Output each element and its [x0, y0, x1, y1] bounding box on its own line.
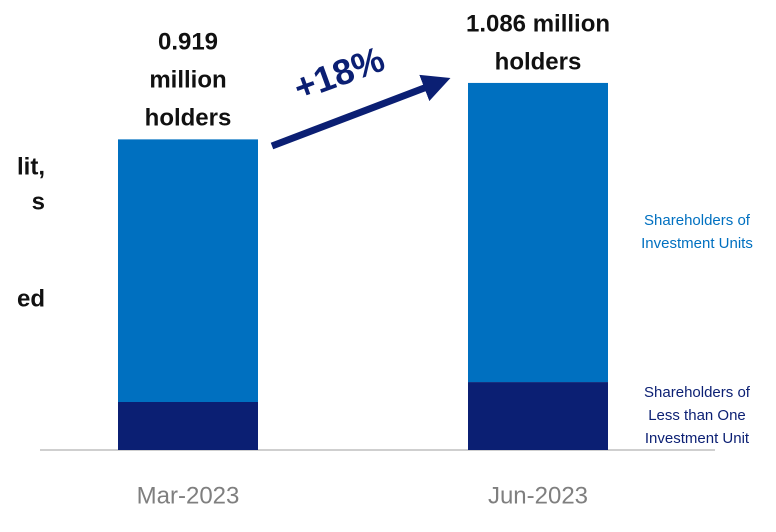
legend-label: Shareholders of	[644, 384, 751, 401]
x-tick-label: Mar-2023	[137, 482, 240, 509]
growth-annotation: +18%	[288, 38, 389, 108]
total-label: 1.086 million	[466, 10, 610, 37]
total-label: holders	[145, 105, 232, 132]
side-text: ed	[17, 285, 45, 312]
bar-segment	[118, 139, 258, 403]
legend-label: Investment Unit	[645, 430, 750, 447]
total-label: holders	[495, 48, 582, 75]
side-text: lit,	[17, 153, 45, 180]
legend-label: Investment Units	[641, 235, 753, 252]
total-label: million	[149, 67, 226, 94]
legend-label: Less than One	[648, 407, 746, 424]
growth-arrow	[270, 74, 451, 150]
legend-label: Shareholders of	[644, 212, 751, 229]
bar-segment	[468, 82, 608, 383]
side-text: s	[32, 188, 45, 215]
x-tick-label: Jun-2023	[488, 482, 588, 509]
bar-segment	[118, 402, 258, 450]
bar-segment	[468, 382, 608, 450]
total-label: 0.919	[158, 29, 218, 56]
